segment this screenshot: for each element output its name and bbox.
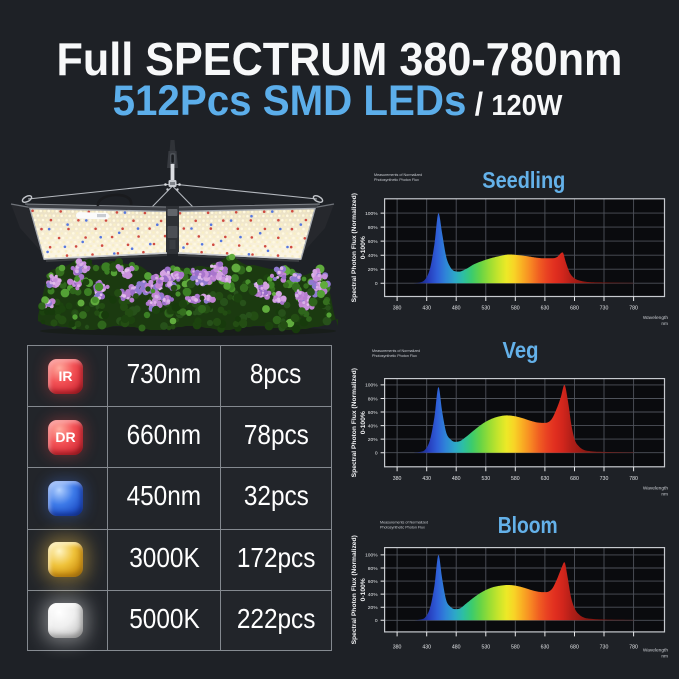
svg-text:40%: 40% xyxy=(368,423,378,429)
svg-text:Photosynthetic Photon Flux: Photosynthetic Photon Flux xyxy=(372,354,417,358)
svg-text:nm: nm xyxy=(661,492,668,497)
svg-text:780: 780 xyxy=(629,476,638,482)
svg-text:40%: 40% xyxy=(368,592,378,598)
svg-text:430: 430 xyxy=(422,306,431,312)
svg-text:0: 0 xyxy=(375,451,378,457)
svg-text:380: 380 xyxy=(393,644,402,650)
svg-text:780: 780 xyxy=(629,644,638,650)
svg-text:430: 430 xyxy=(422,476,431,482)
svg-text:580: 580 xyxy=(511,476,520,482)
svg-text:80%: 80% xyxy=(368,396,378,402)
svg-text:380: 380 xyxy=(393,476,402,482)
svg-text:580: 580 xyxy=(511,644,520,650)
svg-text:nm: nm xyxy=(661,322,668,327)
svg-text:Measurements of Normalized: Measurements of Normalized xyxy=(372,349,420,353)
svg-text:100%: 100% xyxy=(365,553,378,559)
svg-text:20%: 20% xyxy=(368,605,378,611)
svg-text:630: 630 xyxy=(541,306,550,312)
svg-text:430: 430 xyxy=(422,644,431,650)
svg-text:530: 530 xyxy=(481,476,490,482)
svg-text:580: 580 xyxy=(511,306,520,312)
svg-text:60%: 60% xyxy=(368,410,378,416)
svg-text:100%: 100% xyxy=(365,211,378,217)
svg-text:Spectral Photon Flux (Normaliz: Spectral Photon Flux (Normalized) xyxy=(351,368,358,477)
svg-text:20%: 20% xyxy=(368,267,378,273)
svg-text:0-100%: 0-100% xyxy=(360,411,367,434)
svg-text:Bloom: Bloom xyxy=(498,512,558,538)
svg-text:nm: nm xyxy=(661,654,668,659)
svg-text:80%: 80% xyxy=(368,225,378,231)
svg-text:40%: 40% xyxy=(368,253,378,259)
svg-text:680: 680 xyxy=(570,306,579,312)
svg-text:530: 530 xyxy=(481,306,490,312)
svg-text:680: 680 xyxy=(570,644,579,650)
svg-text:Wavelength: Wavelength xyxy=(643,485,668,491)
svg-text:Veg: Veg xyxy=(503,337,539,363)
svg-text:0: 0 xyxy=(375,618,378,624)
svg-text:730: 730 xyxy=(600,476,609,482)
svg-text:730: 730 xyxy=(600,306,609,312)
svg-text:Photosynthetic Photon Flux: Photosynthetic Photon Flux xyxy=(380,526,425,530)
svg-text:Measurements of Normalized: Measurements of Normalized xyxy=(374,173,422,177)
svg-text:480: 480 xyxy=(452,644,461,650)
svg-text:0-100%: 0-100% xyxy=(360,578,367,601)
svg-text:60%: 60% xyxy=(368,579,378,585)
svg-text:0: 0 xyxy=(375,281,378,287)
svg-text:80%: 80% xyxy=(368,566,378,572)
svg-text:630: 630 xyxy=(541,476,550,482)
svg-text:20%: 20% xyxy=(368,437,378,443)
svg-text:530: 530 xyxy=(481,644,490,650)
svg-text:Measurements of Normalized: Measurements of Normalized xyxy=(380,521,428,525)
svg-text:100%: 100% xyxy=(365,383,378,389)
svg-text:630: 630 xyxy=(541,644,550,650)
svg-text:0-100%: 0-100% xyxy=(360,236,367,259)
svg-text:380: 380 xyxy=(393,306,402,312)
svg-text:Wavelength: Wavelength xyxy=(643,647,668,653)
svg-text:Spectral Photon Flux (Normaliz: Spectral Photon Flux (Normalized) xyxy=(351,193,358,302)
svg-text:60%: 60% xyxy=(368,239,378,245)
svg-text:480: 480 xyxy=(452,306,461,312)
svg-text:Seedling: Seedling xyxy=(482,167,565,193)
svg-text:Photosynthetic Photon Flux: Photosynthetic Photon Flux xyxy=(374,178,419,182)
svg-text:Spectral Photon Flux (Normaliz: Spectral Photon Flux (Normalized) xyxy=(351,535,358,644)
svg-text:780: 780 xyxy=(629,306,638,312)
svg-text:680: 680 xyxy=(570,476,579,482)
svg-text:480: 480 xyxy=(452,476,461,482)
svg-text:730: 730 xyxy=(600,644,609,650)
svg-text:Wavelength: Wavelength xyxy=(643,315,668,321)
